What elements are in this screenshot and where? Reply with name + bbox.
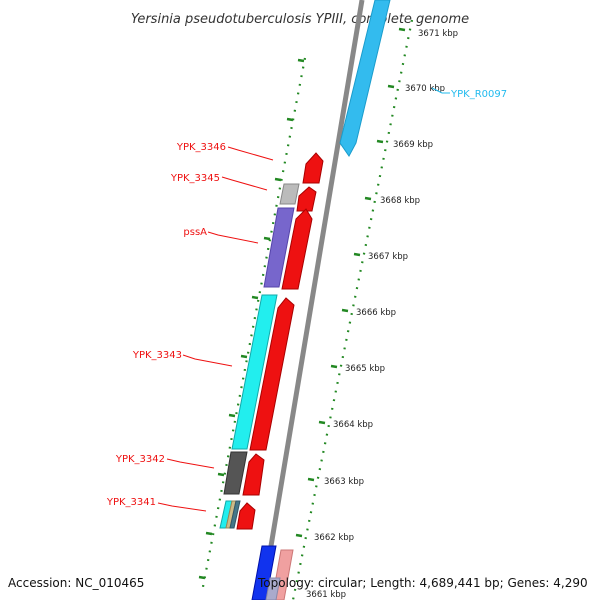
gene-label-YPK_R0097: YPK_R0097 [450, 89, 507, 100]
scale-label-3670: 3670 kbp [405, 84, 445, 94]
scale-label-3668: 3668 kbp [380, 196, 420, 206]
gene-label-pssA: pssA [183, 227, 207, 238]
gene-label-YPK_3342: YPK_3342 [115, 454, 165, 465]
gene-label-YPK_3346: YPK_3346 [176, 142, 226, 153]
gene-pssA[interactable] [263, 207, 295, 288]
forward-strand-genes [236, 152, 324, 530]
reverse-strand-genes [219, 183, 300, 529]
rna-label-leader [431, 87, 450, 94]
scale-label-3665: 3665 kbp [345, 364, 385, 374]
gene-bottom-lilac[interactable] [265, 577, 281, 600]
gene-label-leaders [157, 146, 274, 512]
gene-bottom-blue[interactable] [251, 545, 277, 600]
gene-YPK_3341-fwd[interactable] [236, 502, 256, 530]
gene-pssA-fwd[interactable] [281, 208, 313, 290]
gene-YPK_3345-fwd[interactable] [296, 186, 317, 212]
gene-label-YPK_3343: YPK_3343 [132, 350, 182, 361]
gene-YPK_3342-fwd[interactable] [242, 453, 265, 496]
scale-label-3671: 3671 kbp [418, 29, 458, 39]
gene-YPK_3345[interactable] [279, 183, 300, 205]
gene-YPK_3343-fwd[interactable] [249, 297, 295, 451]
scale-label-3663: 3663 kbp [324, 477, 364, 487]
scale-label-3662: 3662 kbp [314, 533, 354, 543]
map-title: Yersinia pseudotuberculosis YPIII, compl… [131, 12, 469, 27]
scale-label-3661: 3661 kbp [306, 590, 346, 600]
scale-ticks [295, 27, 406, 538]
scale-label-3666: 3666 kbp [356, 308, 396, 318]
rna-feature-YPK_R0097[interactable] [339, 0, 391, 157]
gene-label-YPK_3341: YPK_3341 [106, 497, 156, 508]
gene-YPK_3343[interactable] [231, 294, 278, 450]
genome-backbone [259, 0, 365, 600]
gene-YPK_3341-c[interactable] [229, 500, 241, 529]
scale-label-3664: 3664 kbp [333, 420, 373, 430]
scale-label-3667: 3667 kbp [368, 252, 408, 262]
gene-label-YPK_3345: YPK_3345 [170, 173, 220, 184]
gene-YPK_3346[interactable] [302, 152, 324, 184]
genome-info-text: Topology: circular; Length: 4,689,441 bp… [258, 576, 588, 590]
scale-dotted-ring [291, 19, 414, 600]
outer-ring-ticks [198, 58, 305, 580]
accession-text: Accession: NC_010465 [8, 576, 145, 590]
gene-YPK_3342[interactable] [223, 451, 248, 495]
scale-label-3669: 3669 kbp [393, 140, 433, 150]
